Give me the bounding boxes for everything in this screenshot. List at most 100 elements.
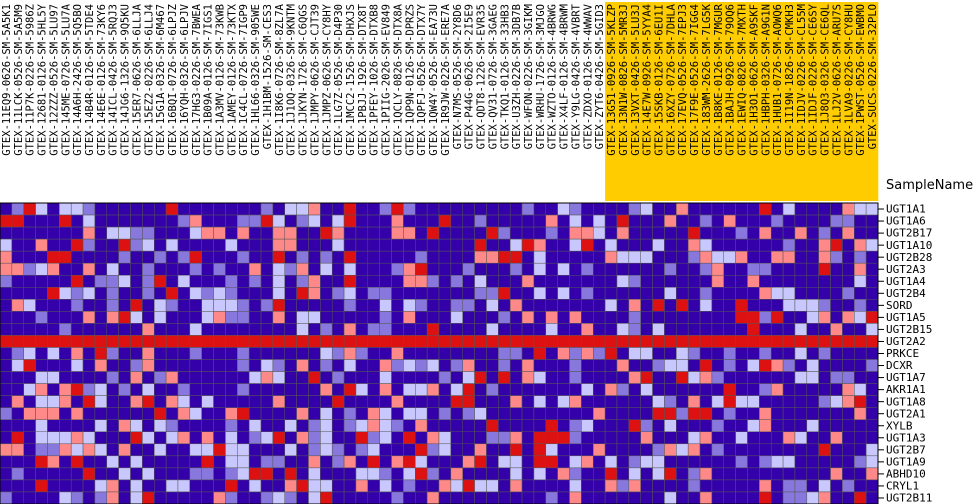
sample-label: GTEX-1QPFJ-0526-SM-DTX7Y — [416, 3, 428, 155]
heatmap-cell — [391, 491, 404, 504]
heatmap-cell — [842, 383, 855, 396]
heatmap-cell — [699, 431, 713, 445]
heatmap-cell — [747, 383, 760, 396]
heatmap-cell — [403, 274, 416, 288]
heatmap-cell — [842, 431, 855, 445]
heatmap-cell — [498, 250, 511, 264]
heatmap-cell — [153, 395, 167, 408]
heatmap-cell — [82, 347, 96, 360]
heatmap-cell — [699, 359, 713, 372]
heatmap-cell — [533, 443, 547, 457]
heatmap-cell — [438, 467, 452, 481]
heatmap-cell — [628, 250, 641, 264]
heatmap-cell — [438, 299, 452, 312]
heatmap-cell — [272, 323, 286, 336]
heatmap-cell — [592, 407, 606, 420]
heatmap-cell — [11, 347, 24, 360]
heatmap-cell — [759, 250, 772, 264]
heatmap-cell — [331, 335, 345, 348]
heatmap-cell — [82, 431, 96, 445]
heatmap-cell — [130, 395, 143, 408]
heatmap-cell — [865, 407, 879, 420]
heatmap-cell — [723, 347, 736, 360]
heatmap-cell — [177, 347, 191, 360]
heatmap-cell — [296, 214, 309, 228]
heatmap-cell — [165, 347, 179, 360]
heatmap-cell — [177, 274, 191, 288]
heatmap-cell — [272, 250, 286, 264]
heatmap-cell — [308, 455, 321, 469]
heatmap-cell — [426, 299, 440, 312]
heatmap-cell — [367, 202, 380, 216]
heatmap-cell — [237, 323, 250, 336]
gene-label: AKR1A1 — [886, 383, 926, 396]
heatmap-cell — [699, 455, 713, 469]
heatmap-cell — [581, 455, 594, 469]
heatmap-cell — [604, 383, 618, 396]
heatmap-cell — [735, 419, 748, 433]
heatmap-cell — [521, 214, 535, 228]
heatmap-cell — [0, 347, 13, 360]
heatmap-cell — [296, 407, 309, 420]
heatmap-cell — [604, 262, 618, 276]
heatmap-cell — [664, 299, 677, 312]
heatmap-cell — [854, 347, 867, 360]
heatmap-cell — [0, 395, 13, 408]
heatmap-cell — [391, 431, 404, 445]
heatmap-cell — [0, 407, 13, 420]
heatmap-cell — [818, 287, 831, 300]
heatmap-cell — [272, 299, 286, 312]
heatmap-cell — [521, 419, 535, 433]
heatmap-cell — [308, 347, 321, 360]
heatmap-cell — [509, 274, 523, 288]
heatmap-cell — [11, 274, 24, 288]
heatmap-cell — [640, 395, 653, 408]
heatmap-cell — [747, 250, 760, 264]
heatmap-cell — [213, 226, 226, 240]
heatmap-cell — [94, 226, 108, 240]
heatmap-cell — [153, 419, 167, 433]
heatmap-cell — [142, 431, 155, 445]
gene-label: UGT1A4 — [886, 275, 926, 288]
heatmap-cell — [699, 443, 713, 457]
heatmap-cell — [628, 323, 641, 336]
heatmap-cell — [735, 262, 748, 276]
heatmap-cell — [225, 359, 238, 372]
heatmap-cell — [201, 347, 214, 360]
heatmap-cell — [415, 347, 428, 360]
heatmap-cell — [320, 443, 333, 457]
heatmap-cell — [296, 419, 309, 433]
heatmap-cell — [403, 226, 416, 240]
heatmap-cell — [70, 431, 84, 445]
heatmap-cell — [142, 311, 155, 324]
heatmap-cell — [533, 491, 547, 504]
heatmap-cell — [130, 202, 143, 216]
heatmap-cell — [854, 226, 867, 240]
heatmap-cell — [687, 407, 701, 420]
heatmap-cell — [438, 359, 452, 372]
heatmap-cell — [604, 311, 618, 324]
heatmap-cell — [260, 359, 274, 372]
heatmap-cell — [320, 335, 333, 348]
heatmap-cell — [687, 202, 701, 216]
heatmap-cell — [735, 274, 748, 288]
heatmap-cell — [818, 274, 831, 288]
heatmap-cell — [699, 299, 713, 312]
heatmap-cell — [11, 383, 24, 396]
heatmap-cell — [23, 383, 36, 396]
heatmap-cell — [142, 347, 155, 360]
heatmap-cell — [355, 202, 369, 216]
heatmap-cell — [189, 347, 202, 360]
heatmap-cell — [581, 214, 594, 228]
heatmap-cell — [854, 214, 867, 228]
heatmap-cell — [272, 407, 286, 420]
heatmap-cell — [818, 202, 831, 216]
heatmap-cell — [331, 479, 345, 493]
heatmap-cell — [830, 383, 843, 396]
heatmap-cell — [59, 274, 72, 288]
heatmap-cell — [23, 443, 36, 457]
heatmap-cell — [699, 491, 713, 504]
heatmap-cell — [616, 491, 630, 504]
heatmap-cell — [770, 479, 784, 493]
heatmap-cell — [592, 262, 606, 276]
